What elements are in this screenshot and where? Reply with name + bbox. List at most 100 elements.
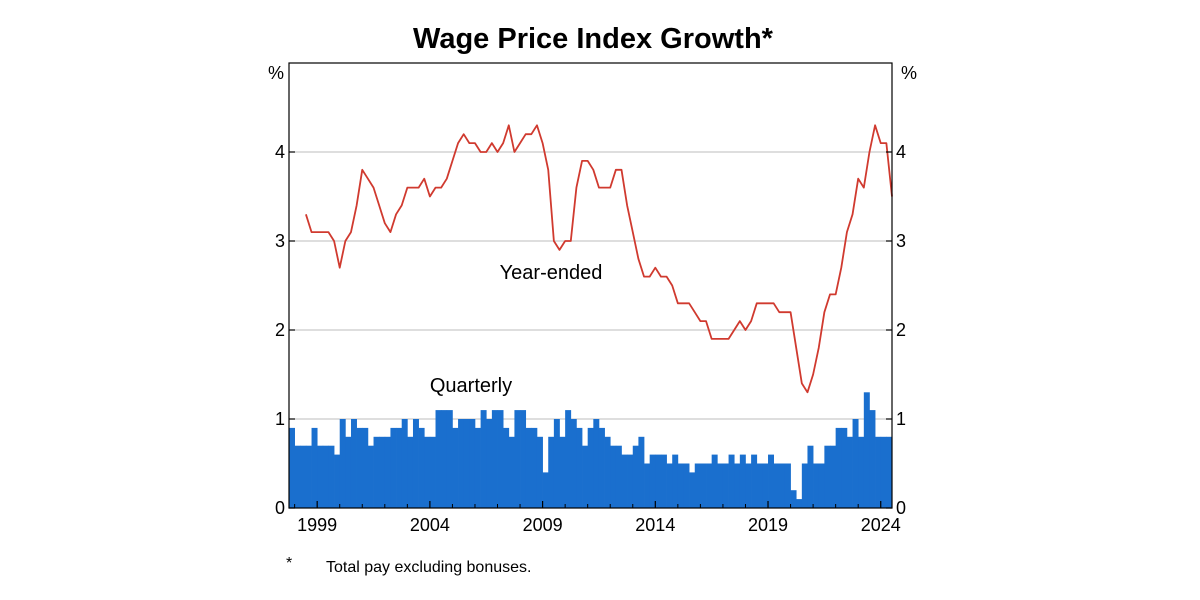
- y-tick-label-left: 1: [275, 409, 285, 429]
- bar: [644, 463, 651, 508]
- bar: [801, 463, 808, 508]
- bar: [435, 410, 442, 508]
- bar: [463, 419, 470, 508]
- bar: [582, 445, 589, 508]
- bar: [615, 445, 622, 508]
- series-label-year-ended: Year-ended: [500, 262, 603, 284]
- bar: [407, 436, 414, 508]
- bar: [706, 463, 713, 508]
- bar: [412, 419, 419, 508]
- bar: [345, 436, 352, 508]
- bar: [739, 454, 746, 508]
- bar: [317, 445, 324, 508]
- footnote-mark: *: [286, 555, 293, 572]
- bar: [531, 427, 538, 508]
- quarterly-bars: [289, 392, 893, 508]
- bar: [700, 463, 707, 508]
- bar: [593, 419, 600, 508]
- x-tick-label: 2009: [523, 515, 563, 535]
- x-tick-label: 2024: [861, 515, 901, 535]
- bar: [773, 463, 780, 508]
- bar: [520, 410, 527, 508]
- bar: [869, 410, 876, 508]
- chart-title: Wage Price Index Growth*: [413, 23, 774, 55]
- bar: [863, 392, 870, 508]
- bar: [835, 427, 842, 508]
- bar: [655, 454, 662, 508]
- bar: [660, 454, 667, 508]
- y-tick-label-right: 4: [896, 142, 906, 162]
- y-tick-label-left: 4: [275, 142, 285, 162]
- y-tick-label-right: 1: [896, 409, 906, 429]
- bar: [672, 454, 679, 508]
- bar: [553, 419, 560, 508]
- bar: [570, 419, 577, 508]
- bar: [728, 454, 735, 508]
- bar: [858, 436, 865, 508]
- x-tick-label: 1999: [297, 515, 337, 535]
- bar: [305, 445, 312, 508]
- y-tick-label-right: 0: [896, 498, 906, 518]
- bar: [813, 463, 820, 508]
- bar: [683, 463, 690, 508]
- bar: [497, 410, 504, 508]
- bar: [875, 436, 882, 508]
- bar: [886, 436, 893, 508]
- bar: [334, 454, 341, 508]
- footnote-text: Total pay excluding bonuses.: [326, 559, 532, 576]
- bar: [536, 436, 543, 508]
- bar: [722, 463, 729, 508]
- bar: [418, 427, 425, 508]
- bar: [689, 472, 696, 508]
- bar: [339, 419, 346, 508]
- y-tick-label-right: 2: [896, 320, 906, 340]
- bar: [480, 410, 487, 508]
- bar: [638, 436, 645, 508]
- bar: [677, 463, 684, 508]
- y-unit-left: %: [268, 63, 284, 83]
- bar: [525, 427, 532, 508]
- bar: [328, 445, 335, 508]
- bar: [717, 463, 724, 508]
- x-axis: 1999 2004 2009 2014 2019 2024: [294, 501, 901, 535]
- bar: [711, 454, 718, 508]
- bar: [289, 427, 295, 508]
- bar: [379, 436, 386, 508]
- bar: [604, 436, 611, 508]
- bar: [458, 419, 465, 508]
- bar: [508, 436, 515, 508]
- bar: [486, 419, 493, 508]
- bar: [565, 410, 572, 508]
- bar: [350, 419, 357, 508]
- bar: [390, 427, 397, 508]
- bar: [429, 436, 436, 508]
- bar: [300, 445, 307, 508]
- y-tick-label-left: 2: [275, 320, 285, 340]
- bar: [846, 436, 853, 508]
- bar: [469, 419, 476, 508]
- bar: [396, 427, 403, 508]
- bar: [559, 436, 566, 508]
- bar: [779, 463, 786, 508]
- bar: [751, 454, 758, 508]
- y-axis-left: 0 1 2 3 4: [275, 142, 295, 518]
- plot-frame: [288, 62, 893, 509]
- bar: [818, 463, 825, 508]
- series-label-quarterly: Quarterly: [430, 375, 512, 397]
- bar: [649, 454, 656, 508]
- y-axis-right: 0 1 2 3 4: [886, 142, 906, 518]
- y-tick-label-left: 3: [275, 231, 285, 251]
- bar: [694, 463, 701, 508]
- bar: [784, 463, 791, 508]
- bar: [424, 436, 431, 508]
- gridlines: [289, 151, 892, 420]
- bar: [356, 427, 363, 508]
- bar: [401, 419, 408, 508]
- bar: [503, 427, 510, 508]
- bar: [734, 463, 741, 508]
- bar: [830, 445, 836, 508]
- bar: [514, 410, 521, 508]
- bar: [491, 410, 498, 508]
- bar: [441, 410, 448, 508]
